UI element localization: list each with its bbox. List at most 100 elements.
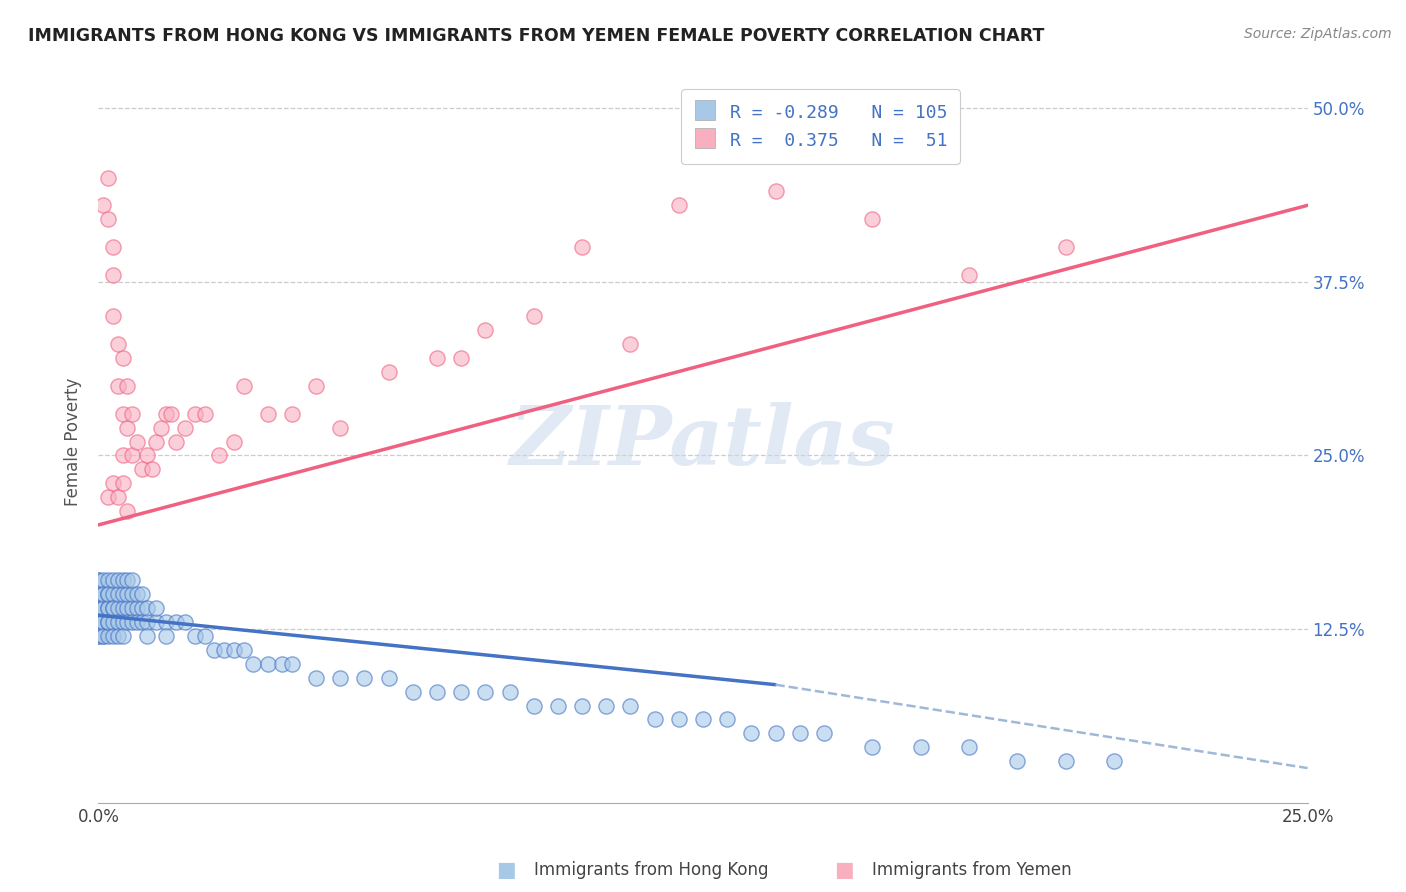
Text: Immigrants from Hong Kong: Immigrants from Hong Kong xyxy=(534,861,769,879)
Point xyxy=(111,449,134,463)
Point xyxy=(765,185,787,199)
Point xyxy=(121,449,143,463)
Point xyxy=(121,615,143,630)
Point xyxy=(329,420,352,434)
Point xyxy=(1102,754,1125,768)
Point xyxy=(107,629,129,643)
Point xyxy=(97,212,120,227)
Point xyxy=(150,420,173,434)
Point xyxy=(107,379,129,393)
Point xyxy=(87,587,110,601)
Point xyxy=(97,170,120,185)
Point xyxy=(619,337,641,351)
Point xyxy=(194,629,217,643)
Point xyxy=(91,587,114,601)
Point xyxy=(242,657,264,671)
Point xyxy=(101,629,124,643)
Text: Source: ZipAtlas.com: Source: ZipAtlas.com xyxy=(1244,27,1392,41)
Point xyxy=(860,740,883,755)
Point xyxy=(131,462,153,476)
Point xyxy=(117,379,139,393)
Point xyxy=(101,601,124,615)
Point xyxy=(87,601,110,615)
Point xyxy=(174,420,197,434)
Point xyxy=(135,629,157,643)
Y-axis label: Female Poverty: Female Poverty xyxy=(65,377,83,506)
Point xyxy=(1054,240,1077,254)
Point xyxy=(571,698,593,713)
Point xyxy=(595,698,617,713)
Text: ■: ■ xyxy=(496,860,516,880)
Point xyxy=(204,643,226,657)
Point xyxy=(232,643,254,657)
Point xyxy=(155,629,177,643)
Point xyxy=(117,587,139,601)
Point xyxy=(377,365,399,379)
Point xyxy=(111,601,134,615)
Point xyxy=(91,587,114,601)
Point xyxy=(305,671,328,685)
Point xyxy=(117,420,139,434)
Point xyxy=(135,601,157,615)
Point xyxy=(135,615,157,630)
Point xyxy=(127,601,149,615)
Point xyxy=(101,476,124,491)
Point xyxy=(281,657,304,671)
Point xyxy=(101,615,124,630)
Point xyxy=(523,698,546,713)
Point xyxy=(91,574,114,588)
Point xyxy=(765,726,787,740)
Point xyxy=(957,740,980,755)
Point xyxy=(87,629,110,643)
Point xyxy=(271,657,294,671)
Point xyxy=(101,574,124,588)
Point xyxy=(101,240,124,254)
Point xyxy=(145,601,167,615)
Point xyxy=(121,587,143,601)
Point xyxy=(174,615,197,630)
Point xyxy=(1007,754,1029,768)
Point xyxy=(426,351,449,366)
Point xyxy=(474,323,496,337)
Point xyxy=(97,601,120,615)
Point xyxy=(957,268,980,282)
Point xyxy=(107,615,129,630)
Point xyxy=(127,434,149,449)
Point xyxy=(97,490,120,504)
Point xyxy=(111,476,134,491)
Point xyxy=(127,587,149,601)
Point xyxy=(474,684,496,698)
Point xyxy=(402,684,425,698)
Point xyxy=(91,615,114,630)
Point xyxy=(87,574,110,588)
Point xyxy=(194,407,217,421)
Point xyxy=(256,657,278,671)
Point xyxy=(107,490,129,504)
Point xyxy=(184,629,207,643)
Point xyxy=(155,615,177,630)
Point xyxy=(101,268,124,282)
Point xyxy=(107,337,129,351)
Point xyxy=(813,726,835,740)
Point xyxy=(87,587,110,601)
Point xyxy=(97,615,120,630)
Point xyxy=(87,601,110,615)
Point xyxy=(117,601,139,615)
Point xyxy=(232,379,254,393)
Point xyxy=(121,407,143,421)
Point xyxy=(131,615,153,630)
Point xyxy=(281,407,304,421)
Point xyxy=(740,726,762,740)
Point xyxy=(121,601,143,615)
Point xyxy=(426,684,449,698)
Point xyxy=(547,698,569,713)
Point xyxy=(619,698,641,713)
Legend: R = -0.289   N = 105, R =  0.375   N =  51: R = -0.289 N = 105, R = 0.375 N = 51 xyxy=(681,89,960,163)
Point xyxy=(184,407,207,421)
Point xyxy=(498,684,520,698)
Point xyxy=(121,574,143,588)
Point xyxy=(450,351,472,366)
Point xyxy=(111,407,134,421)
Point xyxy=(111,574,134,588)
Point xyxy=(97,574,120,588)
